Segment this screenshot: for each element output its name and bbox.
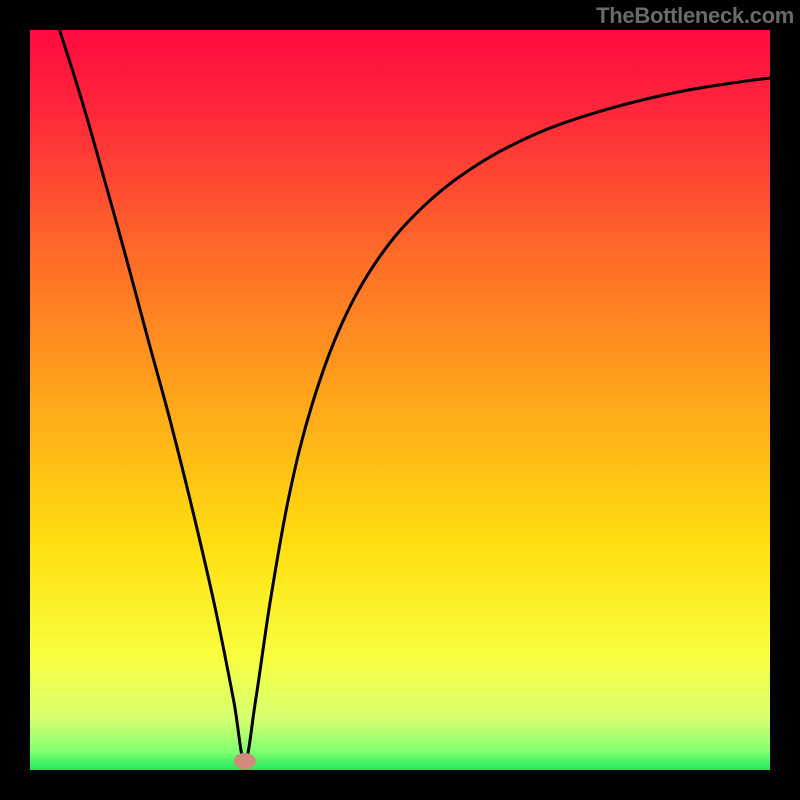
gradient-background xyxy=(30,30,770,770)
plot-area xyxy=(30,30,770,770)
chart-container: TheBottleneck.com xyxy=(0,0,800,800)
watermark-text: TheBottleneck.com xyxy=(596,3,794,29)
